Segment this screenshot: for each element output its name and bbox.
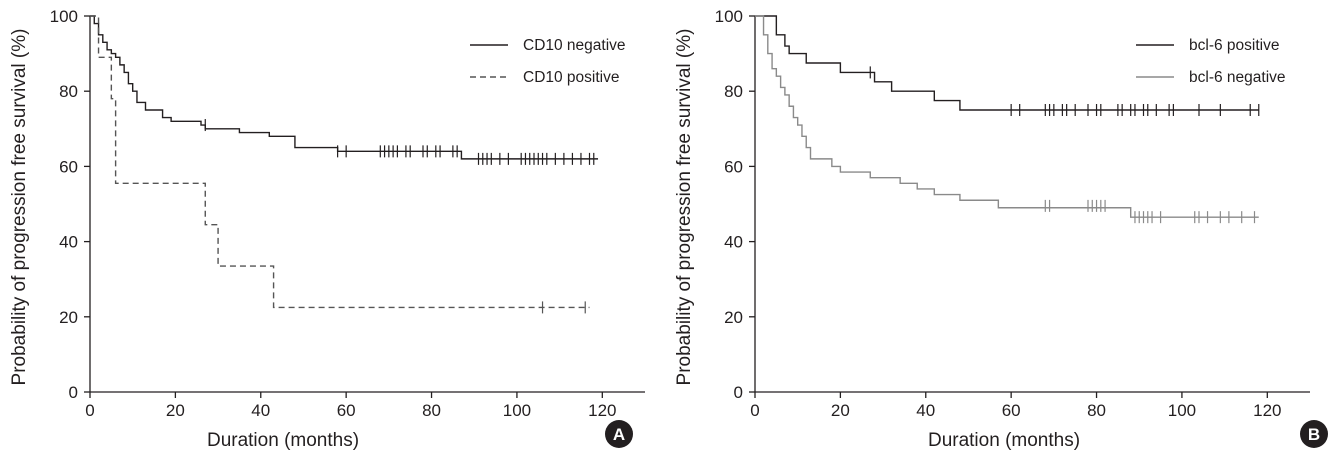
panel-b-x-tick-label: 120 (1253, 401, 1281, 420)
panel-a-badge-letter: A (613, 425, 625, 444)
panel-b-x-axis-title: Duration (months) (928, 430, 1080, 451)
panel-a-x-tick-label: 40 (251, 401, 270, 420)
panel-a-legend-label-cd10-negative: CD10 negative (523, 37, 626, 54)
panel-a-series-line-cd10-negative (90, 15, 599, 160)
panel-a-x-tick-label: 80 (422, 401, 441, 420)
panel-b-badge-letter: B (1308, 425, 1320, 444)
panel-b-x-tick-label: 100 (1168, 401, 1196, 420)
panel-b-badge: B (1300, 420, 1328, 448)
panel-b-y-tick-label: 40 (724, 233, 743, 252)
panel-b-y-tick-label: 60 (724, 157, 743, 176)
panel-a-x-tick-label: 100 (503, 401, 531, 420)
panel-a-y-axis-title: Probability of progression free survival… (9, 29, 30, 386)
panel-b-x-tick-label: 0 (750, 401, 759, 420)
panel-b-x-tick-label: 20 (831, 401, 850, 420)
panel-b-series-line-bcl-6-negative (755, 15, 1259, 218)
panel-a: Probability of progression free survival… (9, 7, 645, 451)
panel-a-x-tick-label: 120 (588, 401, 616, 420)
panel-a-badge-circle (605, 420, 633, 448)
panel-b-y-tick-label: 80 (724, 82, 743, 101)
panel-a-y-tick-label: 100 (50, 7, 78, 26)
panel-a-x-tick-label: 60 (337, 401, 356, 420)
panel-a-y-tick-label: 20 (59, 308, 78, 327)
panel-b-x-tick-label: 40 (916, 401, 935, 420)
panel-b-series-line-bcl-6-positive (755, 15, 1259, 111)
panel-a-x-tick-label: 20 (166, 401, 185, 420)
panel-b-y-tick-label: 20 (724, 308, 743, 327)
panel-a-y-tick-label: 0 (69, 383, 78, 402)
panel-a-y-tick-label: 80 (59, 82, 78, 101)
panel-b-legend-label-bcl-6-negative: bcl-6 negative (1189, 69, 1286, 86)
panel-b-y-axis-title: Probability of progression free survival… (674, 29, 695, 386)
panel-a-x-tick-label: 0 (85, 401, 94, 420)
panel-a-y-tick-label: 60 (59, 157, 78, 176)
panel-a-legend-label-cd10-positive: CD10 positive (523, 69, 620, 86)
panel-a-badge: A (605, 420, 633, 448)
panel-b-x-tick-label: 80 (1087, 401, 1106, 420)
panel-a-x-axis-title: Duration (months) (207, 430, 359, 451)
panel-a-y-tick-label: 40 (59, 233, 78, 252)
panel-b-badge-circle (1300, 420, 1328, 448)
panel-a-series-line-cd10-positive (90, 15, 590, 309)
panel-b: Probability of progression free survival… (674, 7, 1328, 451)
panel-b-y-tick-label: 100 (715, 7, 743, 26)
panel-b-y-tick-label: 0 (734, 383, 743, 402)
panel-b-x-tick-label: 60 (1002, 401, 1021, 420)
panel-b-legend-label-bcl-6-positive: bcl-6 positive (1189, 37, 1279, 54)
